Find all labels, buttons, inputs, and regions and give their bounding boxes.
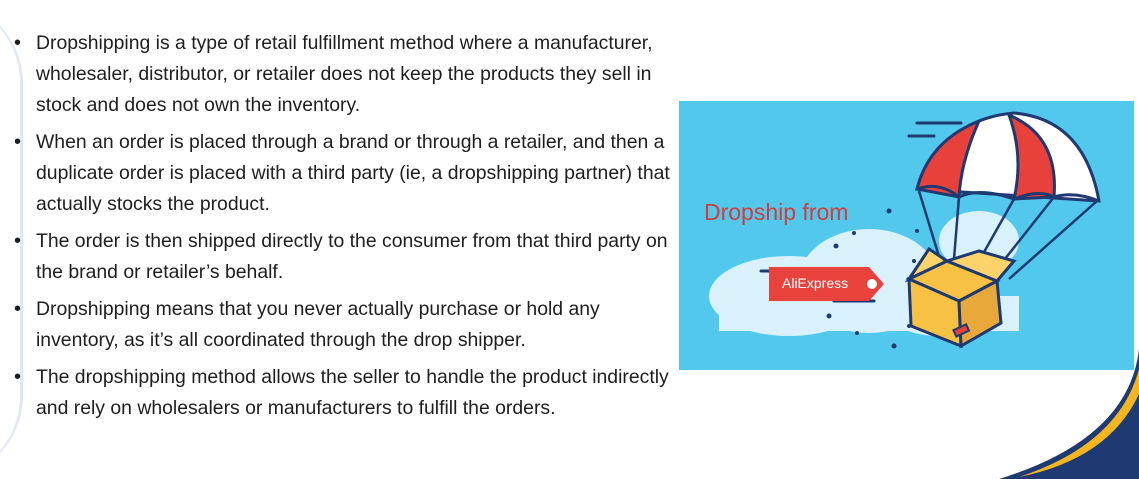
bullet-text: Dropshipping is a type of retail fulfill… bbox=[36, 32, 653, 116]
sparkle-dots bbox=[826, 208, 919, 349]
bullet-text: The dropshipping method allows the selle… bbox=[36, 366, 669, 419]
bullet-dot: • bbox=[14, 298, 22, 320]
dropship-promo-image: Dropship from AliExpress bbox=[679, 101, 1134, 370]
bullet-dot: • bbox=[14, 230, 22, 252]
list-item: • Dropshipping means that you never actua… bbox=[14, 294, 676, 356]
bullet-text: Dropshipping means that you never actual… bbox=[36, 298, 600, 351]
decorative-arc bbox=[0, 0, 23, 479]
bullet-text: When an order is placed through a brand … bbox=[36, 131, 670, 215]
list-item: • The dropshipping method allows the sell… bbox=[14, 362, 676, 424]
promo-illustration bbox=[709, 111, 1101, 349]
bullet-dot: • bbox=[14, 366, 22, 388]
list-item: • When an order is placed through a brand… bbox=[14, 127, 676, 220]
parachute-icon bbox=[914, 111, 1101, 280]
promo-headline: Dropship from bbox=[704, 199, 849, 225]
bullet-list: • Dropshipping is a type of retail fulfil… bbox=[14, 28, 676, 430]
bullet-dot: • bbox=[14, 131, 22, 153]
package-box-icon bbox=[904, 246, 1017, 349]
aliexpress-tag-shape bbox=[769, 267, 884, 301]
bullet-text: The order is then shipped directly to th… bbox=[36, 230, 668, 283]
bullet-dot: • bbox=[14, 32, 22, 54]
aliexpress-tag-label: AliExpress bbox=[782, 275, 849, 291]
list-item: • Dropshipping is a type of retail fulfil… bbox=[14, 28, 676, 121]
corner-swoosh-decoration bbox=[999, 349, 1139, 479]
list-item: • The order is then shipped directly to t… bbox=[14, 226, 676, 288]
